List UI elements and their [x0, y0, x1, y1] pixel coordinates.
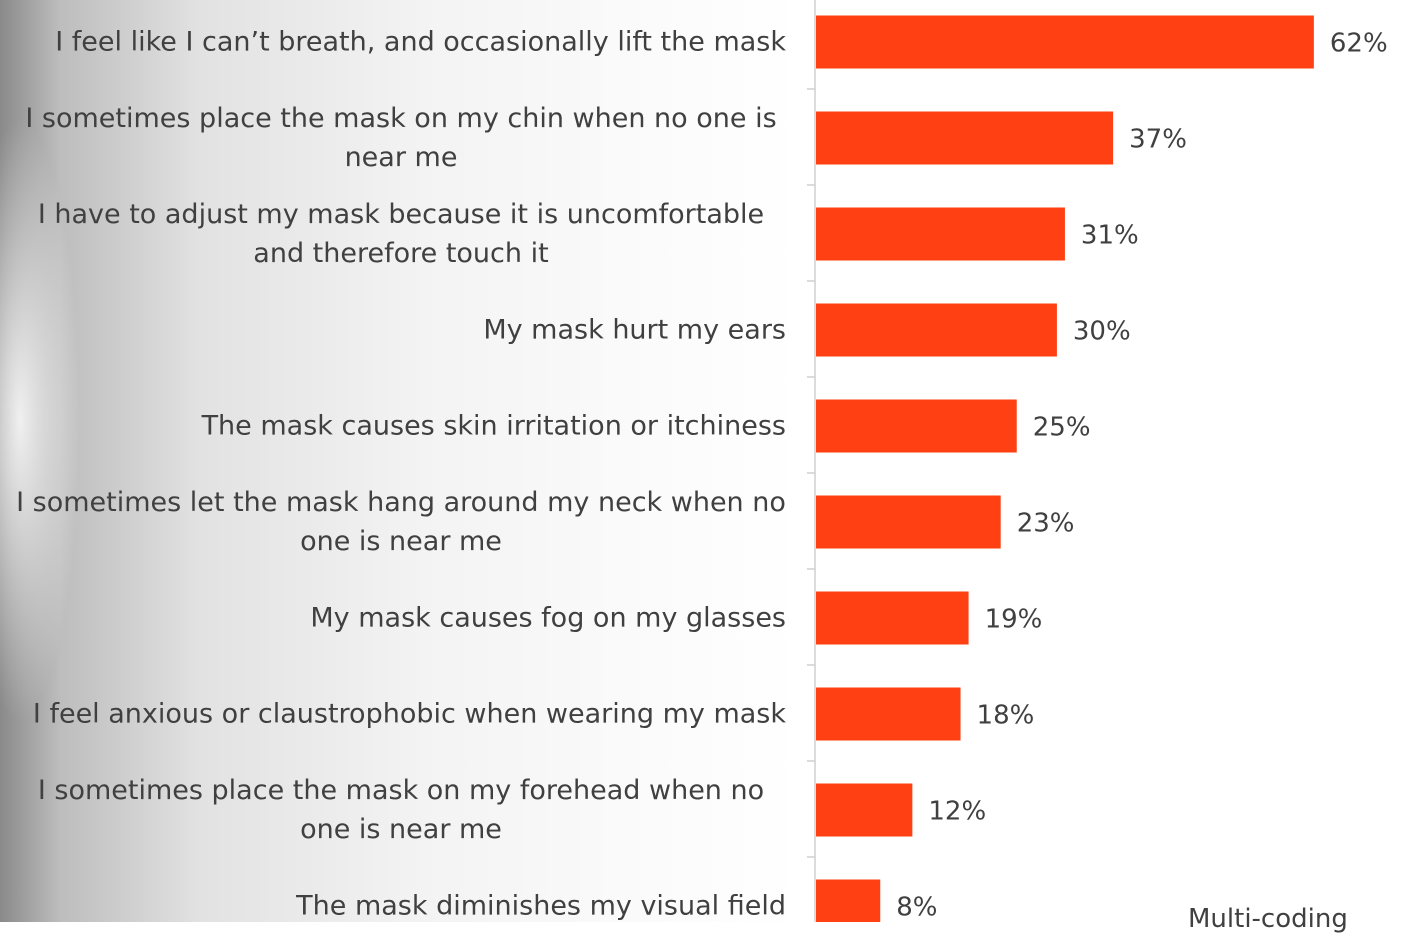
bar	[816, 207, 1065, 261]
bar	[816, 687, 961, 741]
value-label: 12%	[928, 797, 986, 827]
value-label: 31%	[1081, 221, 1139, 251]
value-label: 25%	[1033, 413, 1091, 443]
category-label: I sometimes let the mask hang around my …	[16, 487, 786, 557]
category-labels: I feel like I can’t breath, and occasion…	[0, 23, 786, 922]
category-label-row: I feel like I can’t breath, and occasion…	[0, 23, 786, 62]
value-label: 8%	[896, 893, 937, 923]
category-label-row: I sometimes let the mask hang around my …	[0, 483, 786, 561]
category-label-row: My mask hurt my ears	[0, 311, 786, 350]
bar	[816, 399, 1017, 453]
value-label: 19%	[985, 605, 1043, 635]
bar	[816, 111, 1114, 165]
bar	[816, 303, 1057, 357]
category-label: The mask diminishes my visual field	[296, 890, 786, 922]
category-label: I feel like I can’t breath, and occasion…	[55, 26, 786, 58]
category-label: I have to adjust my mask because it is u…	[37, 199, 765, 269]
footnote: Multi-coding	[1188, 904, 1348, 934]
category-label: The mask causes skin irritation or itchi…	[201, 410, 786, 442]
category-label: I feel anxious or claustrophobic when we…	[32, 698, 786, 730]
background-photo	[0, 0, 820, 922]
value-label: 23%	[1017, 509, 1075, 539]
bar	[816, 495, 1001, 549]
bar	[816, 15, 1314, 69]
category-label-row: My mask causes fog on my glasses	[0, 599, 786, 638]
category-label: My mask causes fog on my glasses	[310, 602, 786, 634]
value-label: 62%	[1330, 29, 1388, 59]
category-label: I sometimes place the mask on my chin wh…	[25, 103, 777, 173]
category-label-row: The mask causes skin irritation or itchi…	[0, 407, 786, 446]
value-label: 18%	[977, 701, 1035, 731]
category-label: My mask hurt my ears	[483, 314, 786, 346]
value-label: 37%	[1129, 125, 1187, 155]
bar	[816, 591, 969, 645]
category-label-row: I sometimes place the mask on my chin wh…	[0, 99, 786, 177]
category-label-row: I have to adjust my mask because it is u…	[0, 195, 786, 273]
category-label-row: I feel anxious or claustrophobic when we…	[0, 695, 786, 734]
category-label-row: I sometimes place the mask on my forehea…	[0, 771, 786, 849]
value-label: 30%	[1073, 317, 1131, 347]
bar	[816, 879, 881, 922]
category-label-row: The mask diminishes my visual field	[0, 887, 786, 926]
category-label: I sometimes place the mask on my forehea…	[37, 775, 765, 845]
bar	[816, 783, 913, 837]
